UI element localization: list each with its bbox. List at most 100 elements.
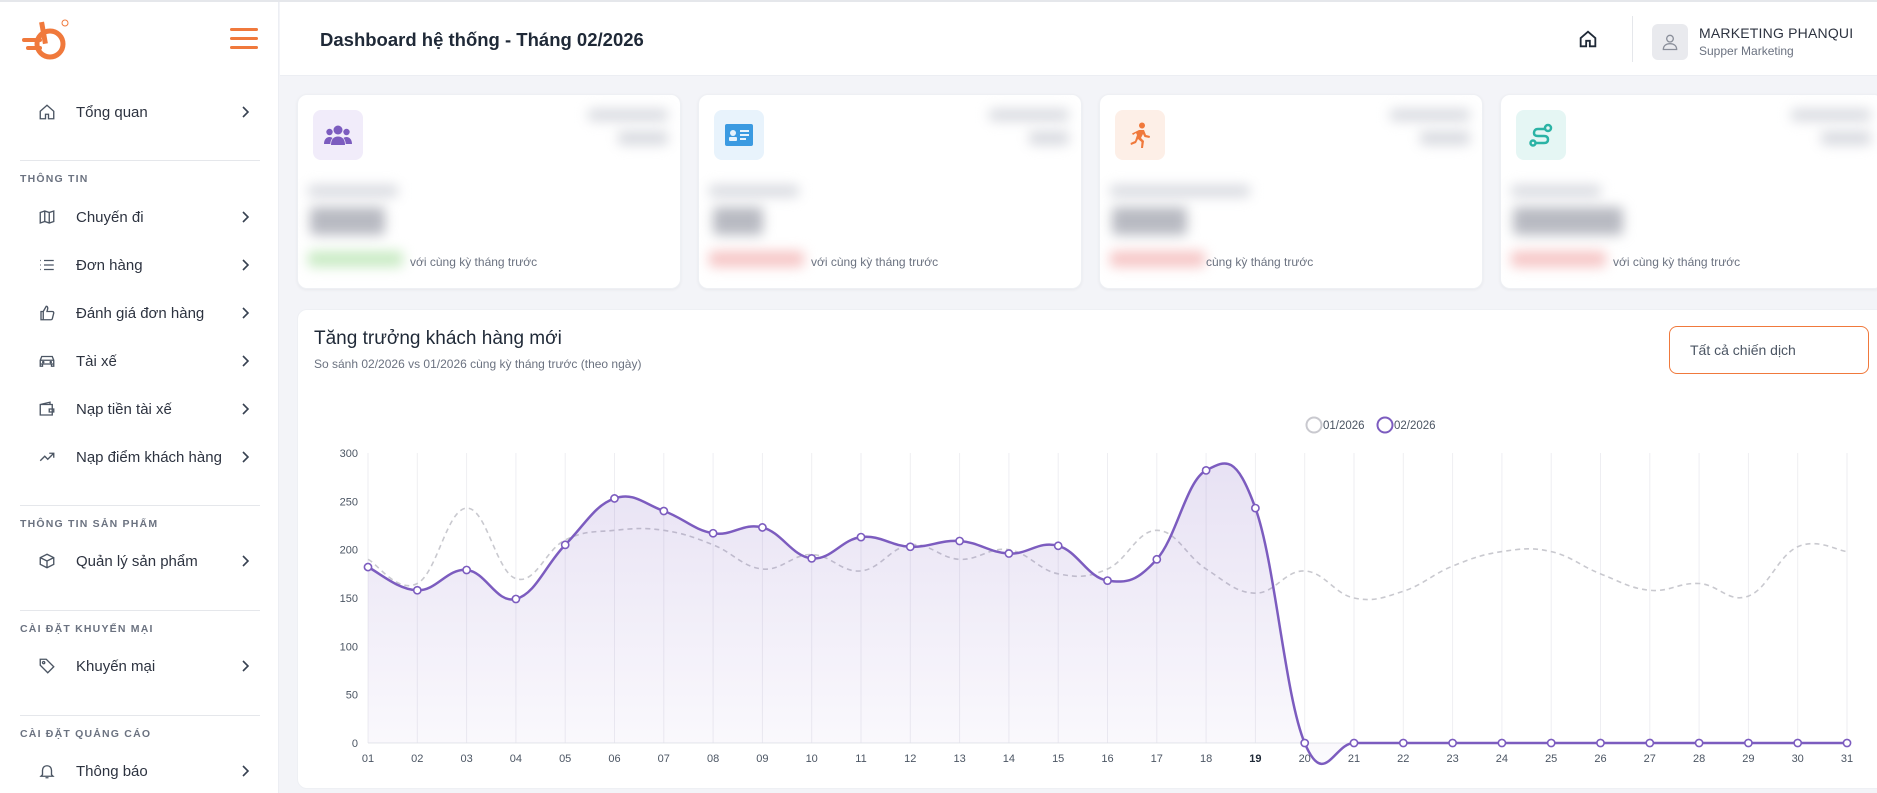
chevron-right-icon bbox=[242, 211, 250, 223]
brand-logo[interactable] bbox=[20, 18, 72, 62]
map-icon bbox=[38, 208, 56, 226]
users-icon bbox=[313, 110, 363, 160]
user-role: Supper Marketing bbox=[1699, 44, 1794, 58]
sidebar-item-promotions[interactable]: Khuyến mại bbox=[38, 650, 252, 682]
x-tick-label: 15 bbox=[1052, 753, 1064, 765]
stat-title-blurred bbox=[1110, 185, 1250, 197]
chevron-right-icon bbox=[242, 660, 250, 672]
hamburger-icon bbox=[230, 28, 258, 31]
series-area-02/2026 bbox=[368, 463, 1847, 764]
hamburger-line bbox=[230, 37, 258, 40]
sidebar-divider bbox=[20, 610, 260, 611]
sidebar-item-drivers[interactable]: Tài xế bbox=[38, 345, 252, 377]
sidebar-item-overview[interactable]: Tổng quan bbox=[38, 96, 252, 128]
stat-value-blurred bbox=[310, 207, 385, 235]
sidebar: Tổng quan THÔNG TIN Chuyến đi Đơn hàng Đ… bbox=[0, 2, 279, 793]
sidebar-item-label: Quản lý sản phẩm bbox=[76, 552, 198, 570]
x-tick-label: 29 bbox=[1742, 753, 1754, 765]
user-icon bbox=[1662, 34, 1678, 51]
trending-up-icon bbox=[38, 448, 56, 466]
campaign-filter-select[interactable]: Tất cả chiến dịch bbox=[1669, 326, 1869, 374]
section-title-product: THÔNG TIN SẢN PHẨM bbox=[20, 518, 159, 530]
box-icon bbox=[38, 552, 56, 570]
stat-card-trips: cùng kỳ tháng trước bbox=[1099, 94, 1483, 289]
sidebar-item-label: Nạp điểm khách hàng bbox=[76, 448, 222, 466]
x-tick-label: 20 bbox=[1299, 753, 1311, 765]
stat-label-blurred bbox=[1791, 109, 1871, 121]
home-icon bbox=[38, 103, 56, 121]
data-point bbox=[1103, 576, 1112, 585]
x-tick-label: 14 bbox=[1003, 753, 1015, 765]
data-point bbox=[1152, 554, 1162, 564]
sidebar-item-notifications[interactable]: Thông báo bbox=[38, 755, 252, 787]
avatar[interactable] bbox=[1652, 24, 1688, 60]
stat-delta-blurred bbox=[1821, 131, 1871, 145]
stat-title-blurred bbox=[709, 185, 799, 197]
menu-toggle-button[interactable] bbox=[230, 28, 258, 50]
sidebar-item-trips[interactable]: Chuyến đi bbox=[38, 201, 252, 233]
chevron-right-icon bbox=[242, 451, 250, 463]
stat-label-blurred bbox=[989, 109, 1069, 121]
y-tick-label: 250 bbox=[340, 496, 358, 508]
chevron-right-icon bbox=[242, 106, 250, 118]
chevron-right-icon bbox=[242, 355, 250, 367]
home-icon[interactable] bbox=[1577, 28, 1599, 50]
data-point bbox=[363, 562, 373, 572]
stat-compare-text: cùng kỳ tháng trước bbox=[1206, 255, 1314, 269]
data-point bbox=[1398, 738, 1408, 748]
data-point bbox=[1448, 738, 1457, 748]
data-point bbox=[1744, 738, 1753, 748]
stat-compare-text: với cùng kỳ tháng trước bbox=[1613, 255, 1741, 269]
sidebar-item-label: Đơn hàng bbox=[76, 256, 143, 274]
sidebar-item-label: Khuyến mại bbox=[76, 657, 156, 675]
y-tick-label: 0 bbox=[352, 738, 358, 750]
running-icon bbox=[1115, 110, 1165, 160]
sidebar-divider bbox=[20, 160, 260, 161]
stat-card-routes: với cùng kỳ tháng trước bbox=[1500, 94, 1877, 289]
stat-change-blurred bbox=[1511, 251, 1606, 267]
data-point bbox=[1053, 541, 1063, 551]
sidebar-item-customer-points[interactable]: Nạp điểm khách hàng bbox=[38, 441, 252, 473]
legend-marker bbox=[1305, 416, 1323, 434]
section-title-promo: CÀI ĐẶT KHUYẾN MẠI bbox=[20, 623, 154, 635]
x-tick-label: 30 bbox=[1792, 753, 1804, 765]
header-divider bbox=[1632, 16, 1633, 62]
x-tick-label: 04 bbox=[510, 753, 522, 765]
data-point bbox=[1645, 738, 1655, 748]
data-point bbox=[856, 532, 866, 542]
stat-delta-blurred bbox=[1420, 131, 1470, 145]
stat-card-customers: với cùng kỳ tháng trước bbox=[297, 94, 681, 289]
section-title-ads: CÀI ĐẶT QUẢNG CÁO bbox=[20, 728, 152, 740]
x-tick-label: 01 bbox=[362, 753, 374, 765]
x-tick-label: 13 bbox=[953, 753, 965, 765]
x-tick-label: 26 bbox=[1594, 753, 1606, 765]
x-tick-label: 18 bbox=[1200, 753, 1212, 765]
growth-line-chart: 0 50 100 150 200 250 300 01 02 03 04 05 06 07 08 09 10 11… bbox=[340, 416, 1853, 765]
sidebar-item-orders[interactable]: Đơn hàng bbox=[38, 249, 252, 281]
legend-label: 02/2026 bbox=[1394, 420, 1436, 432]
data-point bbox=[412, 585, 422, 595]
x-tick-label: 17 bbox=[1151, 753, 1163, 765]
x-tick-label: 10 bbox=[806, 753, 818, 765]
data-point bbox=[610, 494, 619, 503]
stat-compare-text: với cùng kỳ tháng trước bbox=[410, 255, 538, 269]
sidebar-item-driver-topup[interactable]: Nạp tiền tài xế bbox=[38, 393, 252, 425]
stat-compare-text: với cùng kỳ tháng trước bbox=[811, 255, 939, 269]
x-tick-label: 08 bbox=[707, 753, 719, 765]
sidebar-item-order-reviews[interactable]: Đánh giá đơn hàng bbox=[38, 297, 252, 329]
thumbs-up-icon bbox=[38, 304, 56, 322]
data-point bbox=[511, 594, 521, 604]
data-point bbox=[955, 536, 964, 546]
sidebar-divider bbox=[20, 505, 260, 506]
y-tick-label: 150 bbox=[340, 593, 358, 605]
id-card-icon bbox=[714, 110, 764, 160]
y-tick-label: 200 bbox=[340, 545, 358, 557]
data-point bbox=[757, 523, 767, 532]
sidebar-item-products[interactable]: Quản lý sản phẩm bbox=[38, 545, 252, 577]
legend-label: 01/2026 bbox=[1323, 420, 1365, 432]
y-tick-label: 100 bbox=[340, 641, 358, 653]
stat-delta-blurred bbox=[1029, 131, 1069, 145]
user-name[interactable]: MARKETING PHANQUI bbox=[1699, 25, 1854, 41]
chart-subtitle: So sánh 02/2026 vs 01/2026 cùng kỳ tháng… bbox=[314, 357, 642, 371]
sidebar-item-label: Chuyến đi bbox=[76, 208, 144, 226]
